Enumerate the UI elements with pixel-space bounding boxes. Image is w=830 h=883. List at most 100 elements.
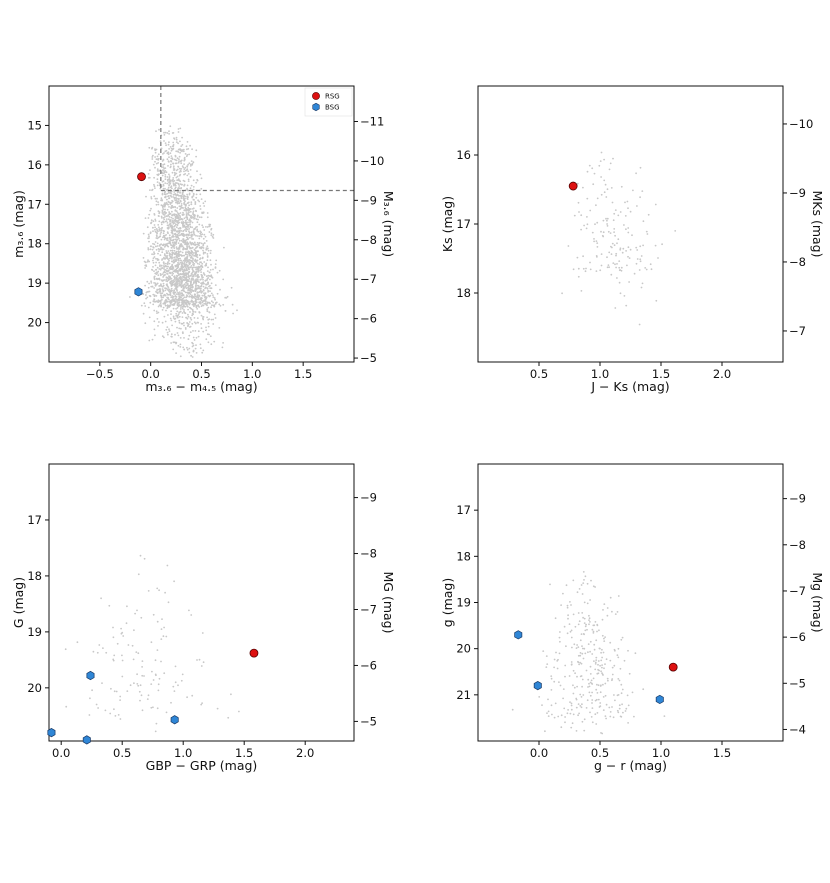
field-star [165, 328, 168, 331]
field-star [199, 289, 202, 292]
field-star [615, 254, 617, 257]
field-star [187, 206, 190, 209]
field-star [190, 203, 193, 206]
field-star [589, 640, 592, 643]
field-star [599, 664, 601, 667]
field-star [180, 298, 182, 301]
field-star [581, 612, 584, 614]
field-star [595, 688, 598, 691]
field-star [139, 684, 142, 687]
field-star [186, 291, 189, 294]
field-star [201, 301, 204, 304]
field-star [599, 685, 602, 687]
field-star [148, 295, 151, 297]
field-star [621, 703, 623, 706]
field-star [185, 316, 188, 319]
field-star [170, 333, 173, 336]
field-star [206, 256, 209, 258]
field-star [169, 166, 172, 169]
field-star [167, 165, 169, 167]
field-star [169, 179, 172, 182]
field-star [152, 246, 155, 248]
field-star [186, 154, 189, 156]
field-star [197, 321, 200, 324]
field-star [196, 178, 199, 181]
field-star [159, 302, 162, 305]
field-star [185, 278, 188, 281]
field-star [181, 270, 184, 273]
field-star [181, 266, 184, 269]
field-star [570, 704, 573, 707]
field-star [582, 616, 584, 619]
field-star [152, 230, 154, 233]
field-star [592, 630, 595, 633]
field-star [181, 251, 184, 254]
field-star [202, 226, 205, 229]
field-star [201, 233, 204, 236]
field-star [606, 677, 609, 680]
field-star [580, 706, 583, 709]
field-star [184, 248, 187, 250]
field-star [129, 684, 132, 687]
field-star [634, 652, 637, 655]
field-star [600, 651, 602, 654]
field-star [191, 250, 194, 253]
field-star [167, 314, 169, 316]
field-star [157, 305, 160, 308]
field-star [192, 179, 195, 182]
field-star [186, 165, 189, 168]
field-star [147, 233, 150, 236]
field-star [164, 212, 167, 214]
field-star [593, 643, 596, 646]
field-star [180, 145, 183, 148]
field-star [176, 221, 179, 223]
field-star [166, 289, 169, 291]
field-star [170, 701, 172, 704]
field-star [616, 242, 618, 245]
field-star [155, 674, 157, 677]
field-star [183, 163, 186, 166]
field-star [194, 293, 197, 296]
field-star [179, 355, 182, 358]
field-star [608, 266, 610, 269]
field-star [173, 171, 176, 174]
y2-tick-label: −8 [789, 538, 806, 552]
field-star [179, 261, 182, 264]
field-star [192, 310, 194, 312]
field-star [147, 306, 150, 309]
rsg-marker [668, 662, 678, 672]
field-star [174, 217, 177, 219]
field-star [190, 295, 193, 298]
field-star [616, 263, 618, 265]
field-star [153, 183, 155, 186]
field-star [180, 218, 183, 221]
field-star [175, 293, 178, 295]
field-star [206, 270, 209, 272]
field-star [631, 234, 633, 237]
field-star [176, 310, 179, 313]
field-star [627, 255, 629, 258]
field-star [189, 266, 191, 269]
field-star [162, 286, 164, 288]
y2-tick-label: −7 [360, 602, 377, 616]
field-star [183, 309, 185, 311]
field-star [177, 344, 180, 347]
field-star [577, 654, 580, 657]
y2-tick-label: −5 [360, 351, 377, 365]
field-star [556, 660, 559, 662]
field-star [170, 149, 173, 152]
field-star [159, 268, 162, 271]
field-star [162, 208, 165, 211]
field-star [145, 294, 147, 296]
field-star [215, 301, 218, 304]
field-star [173, 213, 176, 216]
field-star [604, 183, 607, 186]
field-star [206, 308, 209, 311]
field-star [188, 193, 191, 196]
field-star [155, 295, 158, 297]
x-axis-label: m₃.₆ − m₄.₅ (mag) [145, 379, 257, 394]
field-star [156, 178, 159, 181]
field-star [189, 293, 192, 295]
field-star [577, 612, 580, 614]
field-star [174, 285, 176, 287]
